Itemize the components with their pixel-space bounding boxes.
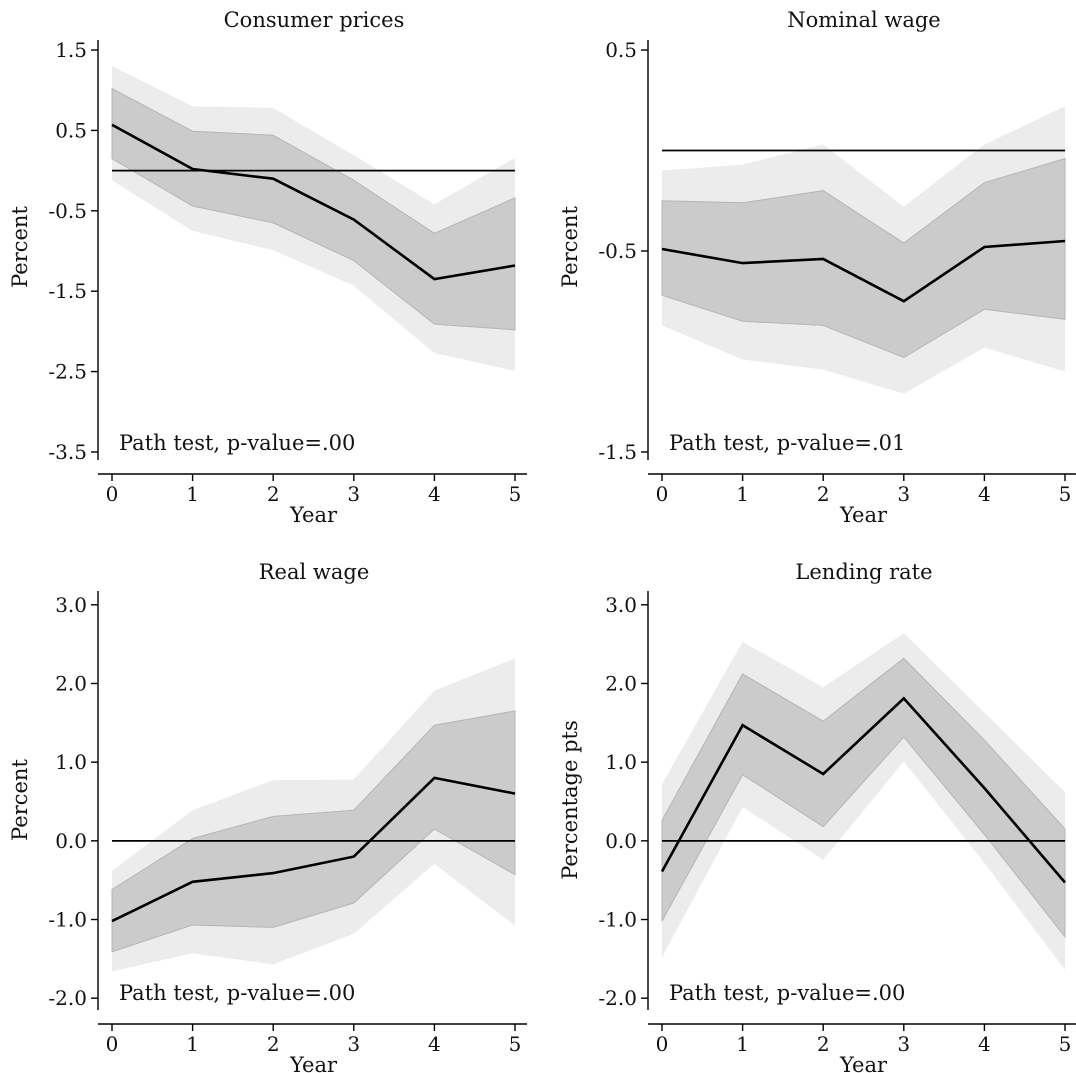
y-axis-title-0: Percent <box>8 206 32 288</box>
x-tick-label-3-2: 2 <box>817 1032 830 1056</box>
y-tick-label-3-3: 0.0 <box>605 829 637 853</box>
y-tick-label-0-0: 1.5 <box>55 38 87 62</box>
y-tick-label-2-1: 2.0 <box>55 671 87 695</box>
x-tick-label-2-3: 3 <box>347 1032 360 1056</box>
x-axis-title-3: Year <box>839 1053 888 1073</box>
panel-title-3: Lending rate <box>795 560 932 584</box>
panel-title-2: Real wage <box>259 560 370 584</box>
x-tick-label-0-0: 0 <box>106 482 119 506</box>
y-tick-label-3-2: 1.0 <box>605 750 637 774</box>
y-tick-label-0-3: -1.5 <box>48 279 87 303</box>
y-axis-title-1: Percent <box>558 206 582 288</box>
x-tick-label-0-1: 1 <box>186 482 199 506</box>
panel-2: 3.0 2.0 1.0 0.0 -1.0 -2.0 0 1 2 3 4 5 Year Percent Rea… <box>8 560 527 1073</box>
y-tick-label-1-1: -0.5 <box>598 239 637 263</box>
y-tick-label-0-5: -3.5 <box>48 440 87 464</box>
x-tick-label-0-4: 4 <box>428 482 441 506</box>
path-test-note-0: Path test, p-value=.00 <box>119 431 355 455</box>
inner-band-0 <box>111 87 516 331</box>
x-tick-label-2-4: 4 <box>428 1032 441 1056</box>
inner-band-3 <box>661 657 1066 939</box>
x-axis-title-0: Year <box>289 503 338 527</box>
y-tick-label-1-0: 0.5 <box>605 38 637 62</box>
y-tick-label-3-4: -1.0 <box>598 908 637 932</box>
x-tick-label-2-1: 1 <box>186 1032 199 1056</box>
x-tick-label-0-2: 2 <box>267 482 280 506</box>
y-tick-label-2-3: 0.0 <box>55 829 87 853</box>
path-test-note-3: Path test, p-value=.00 <box>669 981 905 1005</box>
y-tick-label-2-5: -2.0 <box>48 986 87 1010</box>
x-tick-label-1-1: 1 <box>736 482 749 506</box>
series-line-0-0 <box>111 123 516 281</box>
x-tick-label-1-4: 4 <box>978 482 991 506</box>
path-test-note-1: Path test, p-value=.01 <box>669 431 905 455</box>
series-line-2-0 <box>111 776 516 923</box>
x-tick-label-3-0: 0 <box>656 1032 669 1056</box>
x-tick-label-2-2: 2 <box>267 1032 280 1056</box>
panel-title-0: Consumer prices <box>224 8 405 32</box>
x-tick-label-0-5: 5 <box>509 482 522 506</box>
y-axis-title-2: Percent <box>8 759 32 841</box>
panel-3: 3.0 2.0 1.0 0.0 -1.0 -2.0 0 1 2 3 4 5 Year Percentage… <box>558 560 1076 1073</box>
x-tick-label-1-0: 0 <box>656 482 669 506</box>
panel-1: 0.5 -0.5 -1.5 0 1 2 3 4 5 Year Percent Nominal wage… <box>558 8 1076 527</box>
x-axis-title-2: Year <box>289 1053 338 1073</box>
x-tick-label-1-2: 2 <box>817 482 830 506</box>
y-tick-label-3-0: 3.0 <box>605 593 637 617</box>
series-line-3-0 <box>660 696 1066 884</box>
y-tick-label-3-5: -2.0 <box>598 986 637 1010</box>
y-tick-label-0-2: -0.5 <box>48 199 87 223</box>
y-tick-label-2-0: 3.0 <box>55 593 87 617</box>
inner-band-1 <box>661 157 1066 359</box>
panel-title-1: Nominal wage <box>787 8 940 32</box>
x-tick-label-3-3: 3 <box>897 1032 910 1056</box>
x-axis-title-1: Year <box>839 503 888 527</box>
x-tick-label-3-1: 1 <box>736 1032 749 1056</box>
y-tick-label-0-1: 0.5 <box>55 118 87 142</box>
x-tick-label-2-5: 5 <box>509 1032 522 1056</box>
path-test-note-2: Path test, p-value=.00 <box>119 981 355 1005</box>
x-tick-label-3-4: 4 <box>978 1032 991 1056</box>
x-tick-label-1-3: 3 <box>897 482 910 506</box>
inner-band-2 <box>111 710 516 953</box>
series-line-1-0 <box>661 239 1066 303</box>
x-tick-label-1-5: 5 <box>1059 482 1072 506</box>
y-tick-label-1-2: -1.5 <box>598 440 637 464</box>
x-tick-label-2-0: 0 <box>106 1032 119 1056</box>
x-tick-label-0-3: 3 <box>347 482 360 506</box>
panel-0: 1.5 0.5 -0.5 -1.5 -2.5 -3.5 0 1 2 3 4 5 Year Percent C… <box>8 8 527 527</box>
y-tick-label-2-2: 1.0 <box>55 750 87 774</box>
y-tick-label-0-4: -2.5 <box>48 360 87 384</box>
x-tick-label-3-5: 5 <box>1059 1032 1072 1056</box>
y-tick-label-2-4: -1.0 <box>48 908 87 932</box>
y-axis-title-3: Percentage pts <box>558 720 582 880</box>
y-tick-label-3-1: 2.0 <box>605 671 637 695</box>
